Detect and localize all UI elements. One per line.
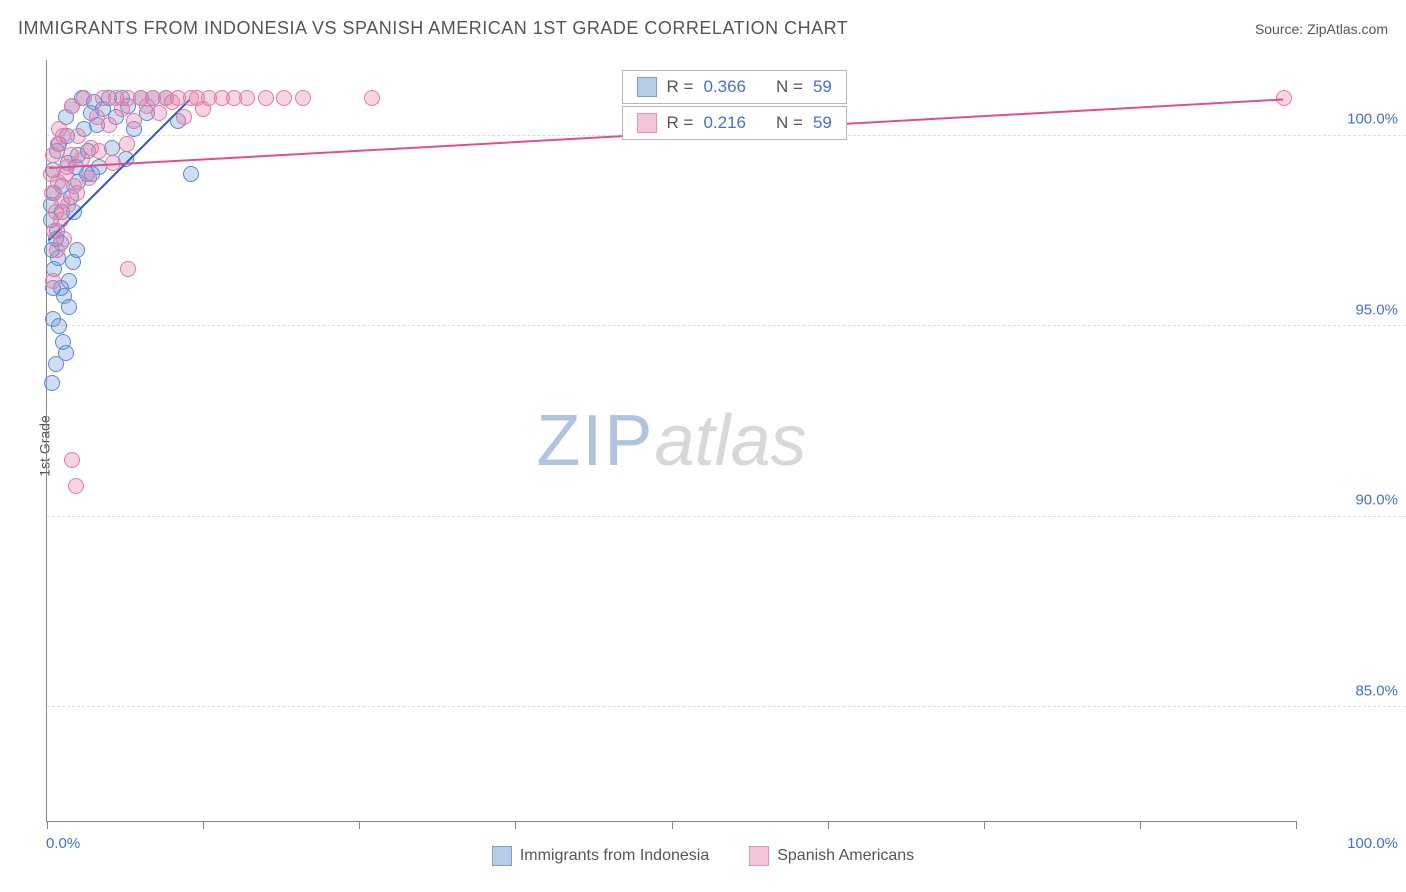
- legend-n-value: 59: [813, 113, 832, 133]
- x-tick: [359, 821, 360, 829]
- scatter-point: [69, 185, 85, 201]
- scatter-point: [68, 478, 84, 494]
- scatter-point: [101, 117, 117, 133]
- scatter-point: [364, 90, 380, 106]
- scatter-point: [183, 166, 199, 182]
- x-tick: [828, 821, 829, 829]
- legend-r-value: 0.216: [703, 113, 746, 133]
- watermark-atlas: atlas: [654, 401, 806, 481]
- x-tick: [1296, 821, 1297, 829]
- scatter-point: [258, 90, 274, 106]
- gridline: [47, 325, 1406, 326]
- plot-outer: ZIPatlas R = 0.366 N = 59 R = 0.216 N = 59 85.0…: [46, 60, 1406, 822]
- legend-item-series-2: Spanish Americans: [749, 846, 914, 866]
- correlation-legend-row: R = 0.216 N = 59: [622, 106, 847, 140]
- scatter-point: [239, 90, 255, 106]
- watermark: ZIPatlas: [536, 400, 806, 482]
- bottom-legend: Immigrants from Indonesia Spanish Americ…: [0, 846, 1406, 866]
- plot-area: ZIPatlas R = 0.366 N = 59 R = 0.216 N = 59: [46, 60, 1296, 822]
- scatter-point: [51, 318, 67, 334]
- x-tick: [515, 821, 516, 829]
- x-tick-label: 100.0%: [1347, 835, 1398, 852]
- legend-n-value: 59: [813, 77, 832, 97]
- x-tick: [672, 821, 673, 829]
- legend-n-label: N =: [776, 113, 803, 133]
- chart-header: IMMIGRANTS FROM INDONESIA VS SPANISH AME…: [18, 18, 1388, 39]
- legend-r-label: R =: [667, 113, 694, 133]
- correlation-legend-row: R = 0.366 N = 59: [622, 70, 847, 104]
- scatter-point: [120, 261, 136, 277]
- scatter-point: [151, 105, 167, 121]
- y-tick-label: 90.0%: [1355, 492, 1398, 509]
- scatter-point: [69, 242, 85, 258]
- scatter-point: [119, 136, 135, 152]
- scatter-point: [126, 113, 142, 129]
- scatter-point: [76, 90, 92, 106]
- legend-swatch-1: [492, 846, 512, 866]
- scatter-point: [276, 90, 292, 106]
- gridline: [47, 706, 1406, 707]
- scatter-point: [176, 109, 192, 125]
- x-tick: [47, 821, 48, 829]
- gridline: [47, 516, 1406, 517]
- chart-source: Source: ZipAtlas.com: [1255, 21, 1388, 37]
- x-tick: [203, 821, 204, 829]
- scatter-point: [53, 212, 69, 228]
- legend-swatch: [637, 113, 657, 133]
- legend-label-1: Immigrants from Indonesia: [520, 847, 709, 865]
- scatter-point: [64, 452, 80, 468]
- scatter-point: [58, 345, 74, 361]
- legend-swatch-2: [749, 846, 769, 866]
- legend-r-label: R =: [667, 77, 694, 97]
- legend-item-series-1: Immigrants from Indonesia: [492, 846, 709, 866]
- scatter-point: [81, 170, 97, 186]
- scatter-point: [44, 375, 60, 391]
- x-tick: [984, 821, 985, 829]
- legend-r-value: 0.366: [703, 77, 746, 97]
- y-tick-label: 95.0%: [1355, 301, 1398, 318]
- scatter-point: [45, 273, 61, 289]
- scatter-point: [91, 143, 107, 159]
- scatter-point: [56, 231, 72, 247]
- legend-n-label: N =: [776, 77, 803, 97]
- scatter-point: [61, 299, 77, 315]
- scatter-point: [295, 90, 311, 106]
- y-tick-label: 85.0%: [1355, 682, 1398, 699]
- chart-title: IMMIGRANTS FROM INDONESIA VS SPANISH AME…: [18, 18, 848, 39]
- x-tick-label: 0.0%: [46, 835, 80, 852]
- x-tick: [1140, 821, 1141, 829]
- y-tick-label: 100.0%: [1347, 111, 1398, 128]
- legend-label-2: Spanish Americans: [777, 847, 914, 865]
- legend-swatch: [637, 77, 657, 97]
- watermark-zip: ZIP: [536, 401, 654, 481]
- scatter-point: [55, 128, 71, 144]
- scatter-point: [63, 147, 79, 163]
